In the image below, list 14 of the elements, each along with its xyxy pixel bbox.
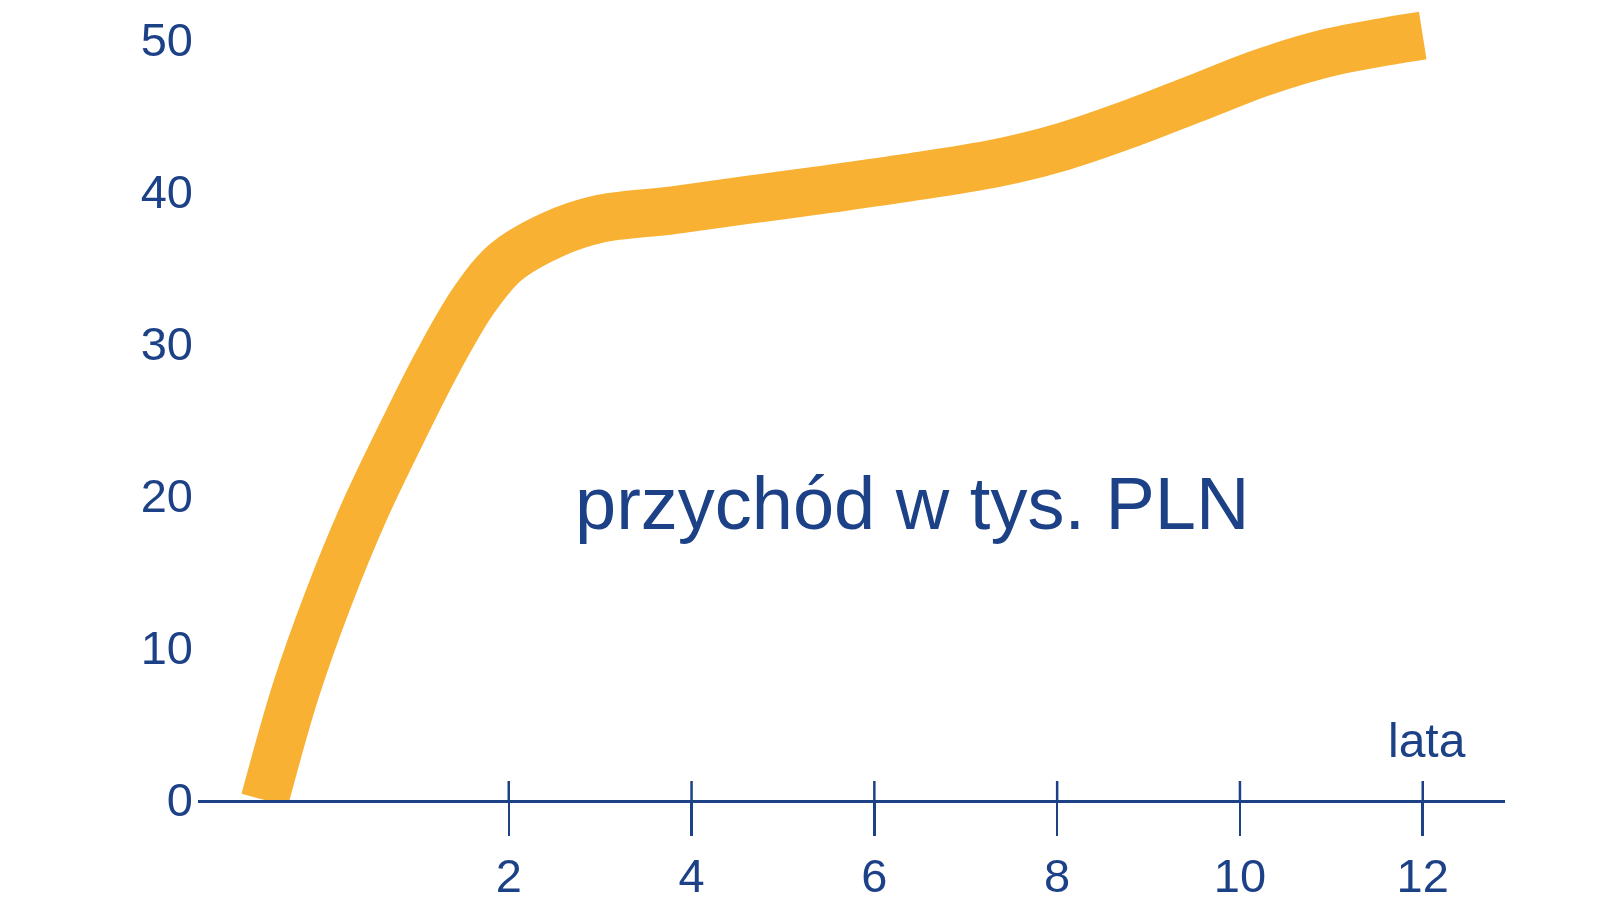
x-tick-label: 6 xyxy=(861,848,888,900)
y-tick-label: 20 xyxy=(140,469,193,523)
x-tick-label: 12 xyxy=(1396,848,1449,900)
x-tick-label: 4 xyxy=(678,848,705,900)
x-tick-label: 10 xyxy=(1213,848,1267,900)
y-tick-label: 30 xyxy=(140,317,193,371)
y-tick-label: 40 xyxy=(140,165,193,219)
x-axis-title: lata xyxy=(1388,714,1466,767)
y-tick-label: 50 xyxy=(140,13,193,67)
y-axis-title: przychód w tys. PLN xyxy=(575,462,1250,545)
y-tick-label: 10 xyxy=(140,621,193,675)
y-tick-label: 0 xyxy=(166,773,193,827)
x-tick-label: 8 xyxy=(1044,848,1071,900)
x-tick-label: 2 xyxy=(495,848,522,900)
